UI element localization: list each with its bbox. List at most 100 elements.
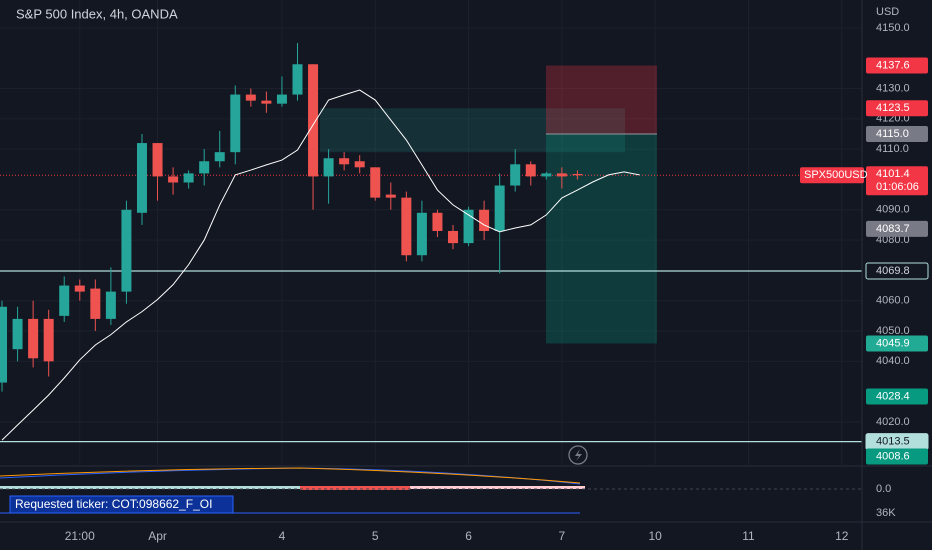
plot: [0, 43, 640, 441]
x-tick-label: Apr: [148, 529, 167, 543]
x-tick-label: 10: [648, 529, 662, 543]
price-badge: [866, 100, 928, 117]
candle-body: [90, 288, 101, 319]
price-badge-label: 4137.6: [876, 59, 910, 71]
candle-body: [572, 173, 583, 176]
price-badge: [866, 388, 928, 405]
candle-body: [463, 209, 474, 244]
x-tick-label: 21:00: [65, 529, 95, 543]
zones: [0, 65, 862, 443]
price-badge-label: 4013.5: [876, 436, 910, 448]
candle-body: [168, 176, 179, 183]
indicator-label: Requested ticker: COT:098662_F_OI: [15, 497, 212, 511]
candle-body: [541, 173, 552, 177]
x-tick-label: 6: [465, 529, 472, 543]
price-badge: [866, 57, 928, 74]
price-badge: [866, 220, 928, 237]
candle-body: [556, 173, 567, 177]
indicator-histogram: [0, 486, 300, 489]
indicator-line: [0, 467, 581, 484]
candle-body: [43, 318, 54, 362]
candle-body: [525, 164, 536, 177]
candle-body: [308, 64, 319, 177]
target-zone: [546, 133, 657, 344]
last-price-label: 4101.4: [876, 168, 910, 180]
candle-body: [385, 194, 396, 198]
candle-body: [354, 161, 365, 168]
price-badge-label: 4069.8: [876, 265, 910, 277]
indicator-histogram: [300, 486, 410, 490]
candle-body: [448, 230, 459, 244]
currency: USD: [876, 6, 899, 18]
candle-body: [230, 94, 241, 153]
chart-title: S&P 500 Index, 4h, OANDA: [16, 6, 178, 21]
countdown: 01:06:06: [876, 181, 919, 193]
price-badge-label: 4045.9: [876, 337, 910, 349]
y-tick-label: 4150.0: [876, 22, 910, 34]
x-tick-label: 11: [742, 529, 755, 543]
x-tick-label: 7: [559, 529, 566, 543]
candle-body: [105, 291, 116, 319]
candle-body: [510, 164, 521, 186]
y-tick-label: 4090.0: [876, 204, 910, 216]
indicator-tick-label: 36K: [876, 507, 896, 519]
y-tick-label: 4130.0: [876, 82, 910, 94]
lightning-icon: [568, 445, 588, 465]
candle-body: [183, 173, 194, 183]
stop-zone: [546, 65, 657, 134]
last-price-badge: [866, 166, 928, 196]
candle-body: [432, 212, 443, 231]
moving-average: [1, 89, 640, 441]
candle-body: [494, 185, 505, 231]
price-badge-label: 4083.7: [876, 223, 910, 235]
candle-body: [214, 152, 225, 162]
indicator-tick-label: 0.0: [876, 483, 891, 495]
candle-body: [245, 94, 256, 101]
price-badge-label: 4115.0: [876, 128, 909, 140]
candle-body: [276, 94, 287, 104]
price-badge: [866, 448, 928, 465]
indicator-label-box: [9, 495, 234, 514]
candle-body: [401, 197, 412, 256]
candle-body: [59, 285, 70, 316]
symbol-tag-label: SPX500USD: [804, 169, 868, 181]
price-badge: [865, 262, 929, 280]
candle-body: [152, 143, 163, 177]
price-badge: [866, 125, 928, 142]
y-tick-label: 4110.0: [876, 143, 909, 155]
y-tick-label: 4060.0: [876, 295, 910, 307]
candle-body: [339, 158, 350, 165]
price-badge: [866, 335, 928, 352]
y-tick-label: 4050.0: [876, 325, 910, 337]
candle-body: [12, 318, 23, 350]
candle-body: [323, 158, 334, 177]
price-badge-label: 4123.5: [876, 102, 910, 114]
zone: [320, 108, 625, 153]
grid: [0, 0, 862, 465]
candle-body: [370, 167, 381, 198]
price-badge-label: 4028.4: [876, 390, 910, 402]
candle-body: [416, 212, 427, 256]
x-tick-label: 4: [279, 529, 286, 543]
indicator-histogram: [410, 486, 585, 489]
candle-body: [199, 161, 210, 174]
candle-body: [136, 143, 147, 213]
indicator-pane: Requested ticker: COT:098662_F_OI: [0, 467, 585, 514]
candle-body: [121, 209, 132, 292]
y-tick-label: 4080.0: [876, 234, 910, 246]
y-tick-label: 4020.0: [876, 416, 910, 428]
candle-body: [479, 209, 490, 231]
symbol-tag: [800, 167, 864, 184]
x-tick-label: 12: [835, 529, 849, 543]
candle-body: [74, 285, 85, 292]
y-tick-label: 4040.0: [876, 355, 910, 367]
x-tick-label: 5: [372, 529, 379, 543]
candle-body: [28, 318, 39, 359]
candle-body: [261, 100, 272, 104]
price-axis: 4150.04130.04120.04110.04090.04080.04060…: [800, 22, 929, 465]
candle-body: [0, 306, 8, 383]
candle-body: [292, 64, 303, 95]
